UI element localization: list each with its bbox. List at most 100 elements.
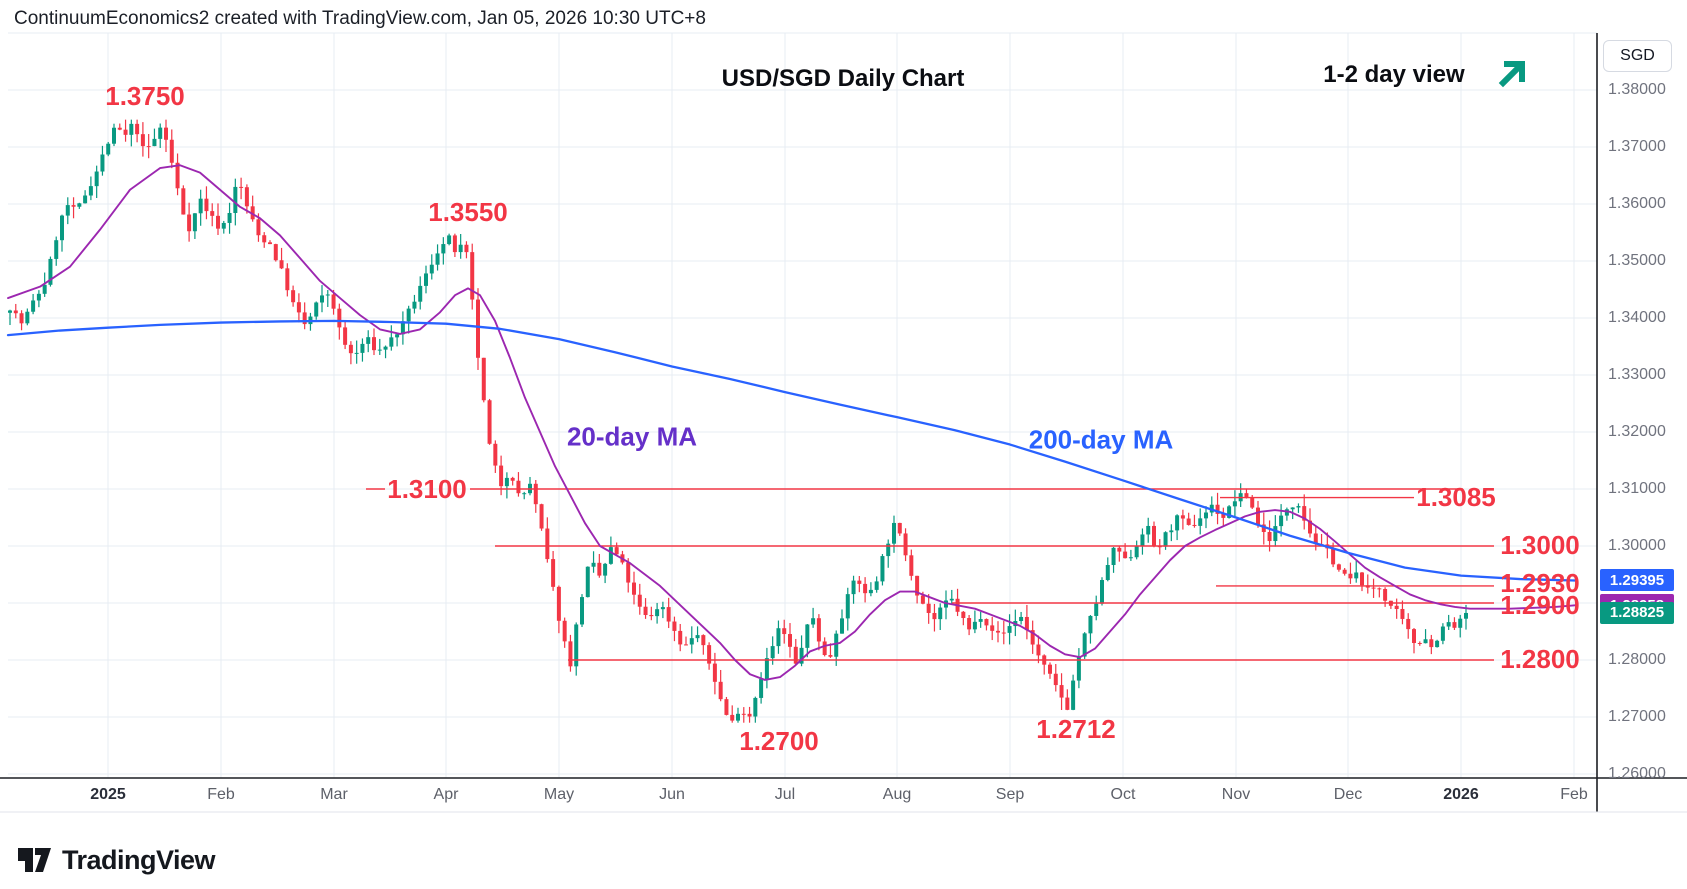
time-axis-label: Apr — [433, 786, 459, 803]
level-label: 1.3085 — [1416, 482, 1496, 512]
candle-body — [1065, 697, 1070, 710]
candle-body — [1360, 572, 1364, 586]
candle-body — [435, 253, 440, 265]
candle-body — [244, 187, 249, 207]
level-label: 1.2900 — [1500, 590, 1580, 620]
candle-body — [718, 681, 723, 700]
currency-badge[interactable]: SGD — [1603, 40, 1672, 72]
candle-body — [204, 198, 209, 212]
candle-body — [603, 563, 608, 576]
candle-body — [1030, 630, 1035, 645]
candle-body — [71, 205, 76, 207]
candle-body — [175, 162, 180, 189]
candle-body — [1267, 532, 1272, 542]
candle-body — [1400, 608, 1405, 619]
candle-body — [1100, 580, 1104, 604]
candle-body — [580, 597, 584, 625]
candle-body — [730, 714, 735, 721]
time-axis-label: 2026 — [1443, 786, 1479, 803]
candle-body — [117, 127, 122, 130]
candle-body — [938, 607, 943, 620]
candle-body — [268, 242, 272, 245]
candle-body — [1406, 618, 1411, 630]
candle-body — [1001, 632, 1006, 634]
candle-body — [1227, 506, 1232, 518]
candle-body — [840, 618, 844, 634]
candle-body — [637, 594, 642, 607]
candle-body — [100, 154, 105, 172]
candle-body — [94, 171, 99, 187]
candle-body — [972, 621, 977, 630]
candle-body — [123, 129, 128, 135]
candle-body — [857, 580, 862, 584]
candle-body — [1215, 504, 1220, 514]
candle-body — [291, 290, 296, 303]
candle-body — [736, 713, 740, 721]
tradingview-logo[interactable]: TradingView — [16, 844, 216, 876]
candle-body — [1007, 626, 1012, 633]
candle-body — [1423, 639, 1428, 644]
candle-body — [1048, 664, 1052, 674]
candle-body — [614, 547, 619, 555]
chart-title: USD/SGD Daily Chart — [721, 65, 965, 92]
price-tag: 1.29395 — [1600, 569, 1674, 592]
candle-body — [1053, 673, 1058, 686]
candle-body — [892, 522, 896, 544]
level-label: 1.2930 — [1500, 568, 1580, 598]
candle-body — [909, 555, 914, 576]
candle-body — [1071, 680, 1076, 710]
candle-body — [1273, 526, 1278, 542]
candle-body — [793, 646, 798, 664]
price-axis-label: 1.36000 — [1608, 195, 1666, 212]
candle-body — [146, 146, 151, 148]
candle-body — [747, 713, 752, 717]
candle-body — [354, 352, 359, 354]
candle-body — [568, 641, 573, 667]
candle-body — [1157, 546, 1162, 548]
candle-body — [874, 581, 879, 590]
candle-body — [389, 337, 394, 347]
price-axis-label: 1.26000 — [1608, 765, 1666, 782]
candle-body — [724, 699, 729, 715]
candle-body — [545, 528, 550, 560]
candle-body — [1446, 622, 1451, 627]
candle-body — [666, 607, 671, 622]
tradingview-logo-text: TradingView — [62, 844, 216, 875]
candle-body — [1105, 565, 1110, 581]
candle-body — [1221, 513, 1226, 518]
candle-body — [221, 222, 226, 229]
candle-body — [556, 586, 561, 621]
candle-body — [60, 215, 64, 241]
candle-body — [533, 483, 538, 505]
candle-body — [897, 522, 902, 534]
candle-body — [712, 663, 717, 682]
candle-body — [811, 618, 816, 625]
tradingview-logo-icon — [18, 848, 51, 872]
candle-body — [279, 260, 284, 269]
candle-body — [447, 235, 452, 245]
candle-body — [366, 337, 371, 344]
candle-body — [331, 294, 336, 309]
candle-body — [1175, 515, 1180, 531]
candle-body — [1076, 656, 1081, 681]
candle-body — [1140, 534, 1145, 547]
candle-body — [776, 628, 781, 647]
candle-body — [799, 647, 804, 664]
candle-body — [926, 603, 931, 613]
candle-body — [516, 480, 521, 494]
candle-body — [695, 635, 700, 639]
candle-body — [949, 598, 954, 601]
attribution-text: ContinuumEconomics2 created with Trading… — [14, 8, 706, 29]
candle-body — [256, 219, 261, 236]
candle-body — [684, 644, 688, 646]
candle-body — [1296, 506, 1301, 508]
level-label: 1.2712 — [1036, 714, 1116, 744]
price-axis-label: 1.38000 — [1608, 81, 1666, 98]
candle-body — [868, 589, 873, 594]
candle-body — [678, 630, 683, 645]
candle-body — [360, 343, 365, 353]
time-axis-label: Mar — [320, 786, 348, 803]
candle-body — [1059, 685, 1064, 698]
candle-body — [1186, 518, 1191, 525]
